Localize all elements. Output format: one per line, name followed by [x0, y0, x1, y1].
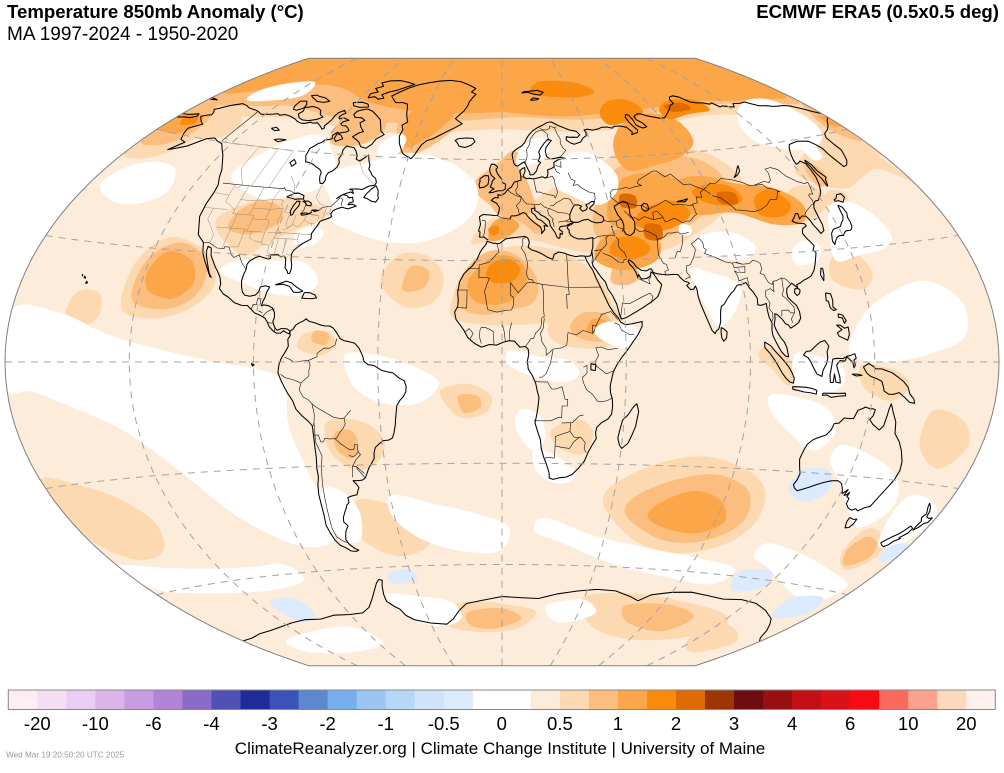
svg-text:1: 1 [613, 713, 623, 734]
svg-text:-10: -10 [82, 713, 109, 734]
svg-text:20: 20 [956, 713, 977, 734]
svg-text:0: 0 [497, 713, 507, 734]
svg-text:-20: -20 [24, 713, 51, 734]
svg-text:0.5: 0.5 [547, 713, 573, 734]
svg-text:-3: -3 [261, 713, 277, 734]
svg-text:ECMWF ERA5 (0.5x0.5 deg): ECMWF ERA5 (0.5x0.5 deg) [756, 1, 999, 22]
svg-text:4: 4 [787, 713, 797, 734]
svg-text:-1: -1 [377, 713, 393, 734]
svg-text:-0.5: -0.5 [428, 713, 460, 734]
svg-text:Wed Mar 19 20:50:20 UTC 2025: Wed Mar 19 20:50:20 UTC 2025 [6, 751, 125, 760]
svg-text:-6: -6 [145, 713, 161, 734]
svg-text:-4: -4 [203, 713, 219, 734]
svg-text:Temperature 850mb Anomaly (°C): Temperature 850mb Anomaly (°C) [7, 1, 304, 22]
svg-text:3: 3 [729, 713, 739, 734]
svg-text:-2: -2 [319, 713, 335, 734]
svg-text:ClimateReanalyzer.org | Climat: ClimateReanalyzer.org | Climate Change I… [235, 739, 765, 758]
svg-text:MA 1997-2024 - 1950-2020: MA 1997-2024 - 1950-2020 [7, 24, 238, 45]
svg-text:2: 2 [671, 713, 681, 734]
svg-text:10: 10 [898, 713, 919, 734]
svg-text:6: 6 [845, 713, 855, 734]
